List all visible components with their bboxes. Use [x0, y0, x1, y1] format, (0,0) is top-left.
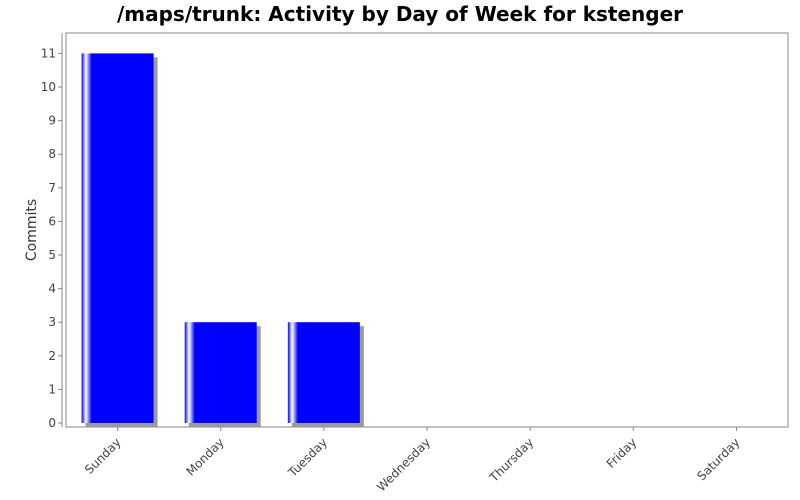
y-tick-label: 7 [48, 181, 56, 195]
y-tick-label: 0 [48, 416, 56, 430]
bar [287, 322, 360, 423]
bar [184, 322, 257, 423]
x-tick-label: Saturday [694, 435, 742, 483]
y-tick-label: 5 [48, 248, 56, 262]
x-tick-label: Friday [604, 435, 640, 471]
x-tick-label: Monday [183, 435, 226, 478]
y-tick-label: 2 [48, 349, 56, 363]
y-tick-label: 11 [41, 46, 56, 60]
y-tick-label: 10 [41, 80, 56, 94]
y-tick-label: 9 [48, 114, 56, 128]
plot-frame [65, 32, 789, 428]
chart-title: /maps/trunk: Activity by Day of Week for… [116, 2, 684, 26]
bar [81, 53, 154, 424]
y-tick-label: 3 [48, 315, 56, 329]
x-tick-label: Wednesday [374, 435, 433, 494]
y-tick-label: 8 [48, 147, 56, 161]
y-tick-label: 6 [48, 214, 56, 228]
x-tick-label: Sunday [82, 435, 124, 477]
x-tick-label: Thursday [486, 435, 536, 485]
y-tick-label: 1 [48, 382, 56, 396]
x-tick-label: Tuesday [285, 435, 330, 480]
y-tick-label: 4 [48, 282, 56, 296]
